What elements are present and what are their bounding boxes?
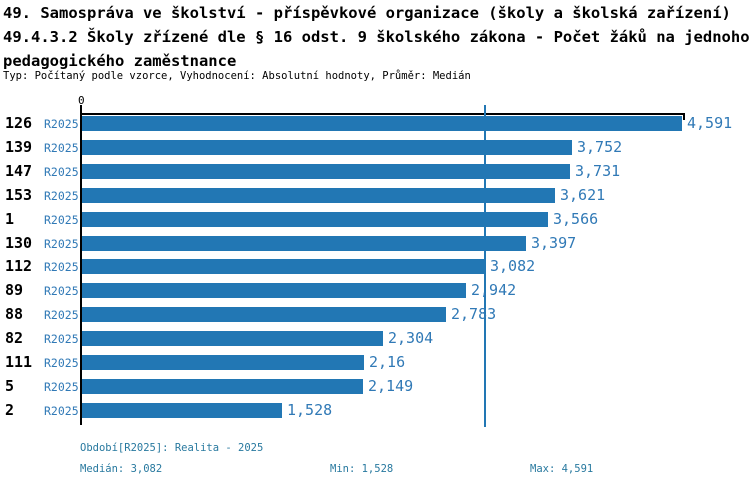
row-category-label: 112 [5, 257, 33, 275]
bar-88 [82, 307, 446, 322]
page-title-line-1: 49. Samospráva ve školství - příspěvkové… [3, 4, 731, 22]
bar-value-label: 3,731 [575, 162, 621, 180]
bar-value-label: 2,942 [471, 281, 517, 299]
bar-value-label: 3,566 [553, 210, 599, 228]
row-category-label: 126 [5, 114, 33, 132]
row-category-label: 2 [5, 401, 15, 419]
x-axis-origin-tick [80, 105, 82, 113]
page-title-line-3: pedagogického zaměstnance [3, 52, 237, 70]
footer-min-stat: Min: 1,528 [330, 463, 394, 475]
row-period-label: R2025 [44, 380, 79, 394]
bar-130 [82, 236, 526, 251]
row-period-label: R2025 [44, 332, 79, 346]
row-category-label: 111 [5, 353, 33, 371]
bar-value-label: 2,783 [451, 305, 497, 323]
bar-value-label: 4,591 [687, 114, 733, 132]
row-period-label: R2025 [44, 189, 79, 203]
bar-1 [82, 212, 548, 227]
bar-82 [82, 331, 383, 346]
row-category-label: 147 [5, 162, 33, 180]
row-period-label: R2025 [44, 260, 79, 274]
chart-meta-info: Typ: Počítaný podle vzorce, Vyhodnocení:… [3, 70, 471, 82]
row-category-label: 89 [5, 281, 24, 299]
row-category-label: 139 [5, 138, 33, 156]
row-period-label: R2025 [44, 237, 79, 251]
x-axis-origin-label: 0 [78, 94, 85, 107]
row-period-label: R2025 [44, 308, 79, 322]
bar-value-label: 3,621 [560, 186, 606, 204]
row-period-label: R2025 [44, 117, 79, 131]
bar-value-label: 3,082 [490, 257, 536, 275]
bar-2 [82, 403, 282, 418]
bar-value-label: 2,304 [388, 329, 434, 347]
bar-112 [82, 259, 485, 274]
bar-111 [82, 355, 364, 370]
footer-period-label: Období[R2025]: Realita - 2025 [80, 442, 264, 454]
bar-value-label: 2,149 [368, 377, 414, 395]
x-axis-end-tick [683, 115, 685, 120]
row-period-label: R2025 [44, 356, 79, 370]
row-category-label: 130 [5, 234, 33, 252]
bar-value-label: 3,752 [577, 138, 623, 156]
row-category-label: 5 [5, 377, 15, 395]
row-category-label: 153 [5, 186, 33, 204]
bar-147 [82, 164, 570, 179]
y-axis-line [80, 113, 82, 425]
row-period-label: R2025 [44, 141, 79, 155]
row-period-label: R2025 [44, 404, 79, 418]
row-period-label: R2025 [44, 165, 79, 179]
bar-126 [82, 116, 682, 131]
footer-median-stat: Medián: 3,082 [80, 463, 163, 475]
bar-153 [82, 188, 555, 203]
row-category-label: 82 [5, 329, 24, 347]
page-title-line-2: 49.4.3.2 Školy zřízené dle § 16 odst. 9 … [3, 28, 750, 46]
bar-5 [82, 379, 363, 394]
bar-89 [82, 283, 466, 298]
footer-max-stat: Max: 4,591 [530, 463, 594, 475]
bar-value-label: 3,397 [531, 234, 577, 252]
bar-value-label: 2,16 [369, 353, 406, 371]
bar-139 [82, 140, 572, 155]
row-period-label: R2025 [44, 284, 79, 298]
row-period-label: R2025 [44, 213, 79, 227]
row-category-label: 88 [5, 305, 24, 323]
x-axis-line [80, 113, 685, 115]
bar-value-label: 1,528 [287, 401, 333, 419]
median-reference-line [484, 105, 486, 427]
row-category-label: 1 [5, 210, 15, 228]
